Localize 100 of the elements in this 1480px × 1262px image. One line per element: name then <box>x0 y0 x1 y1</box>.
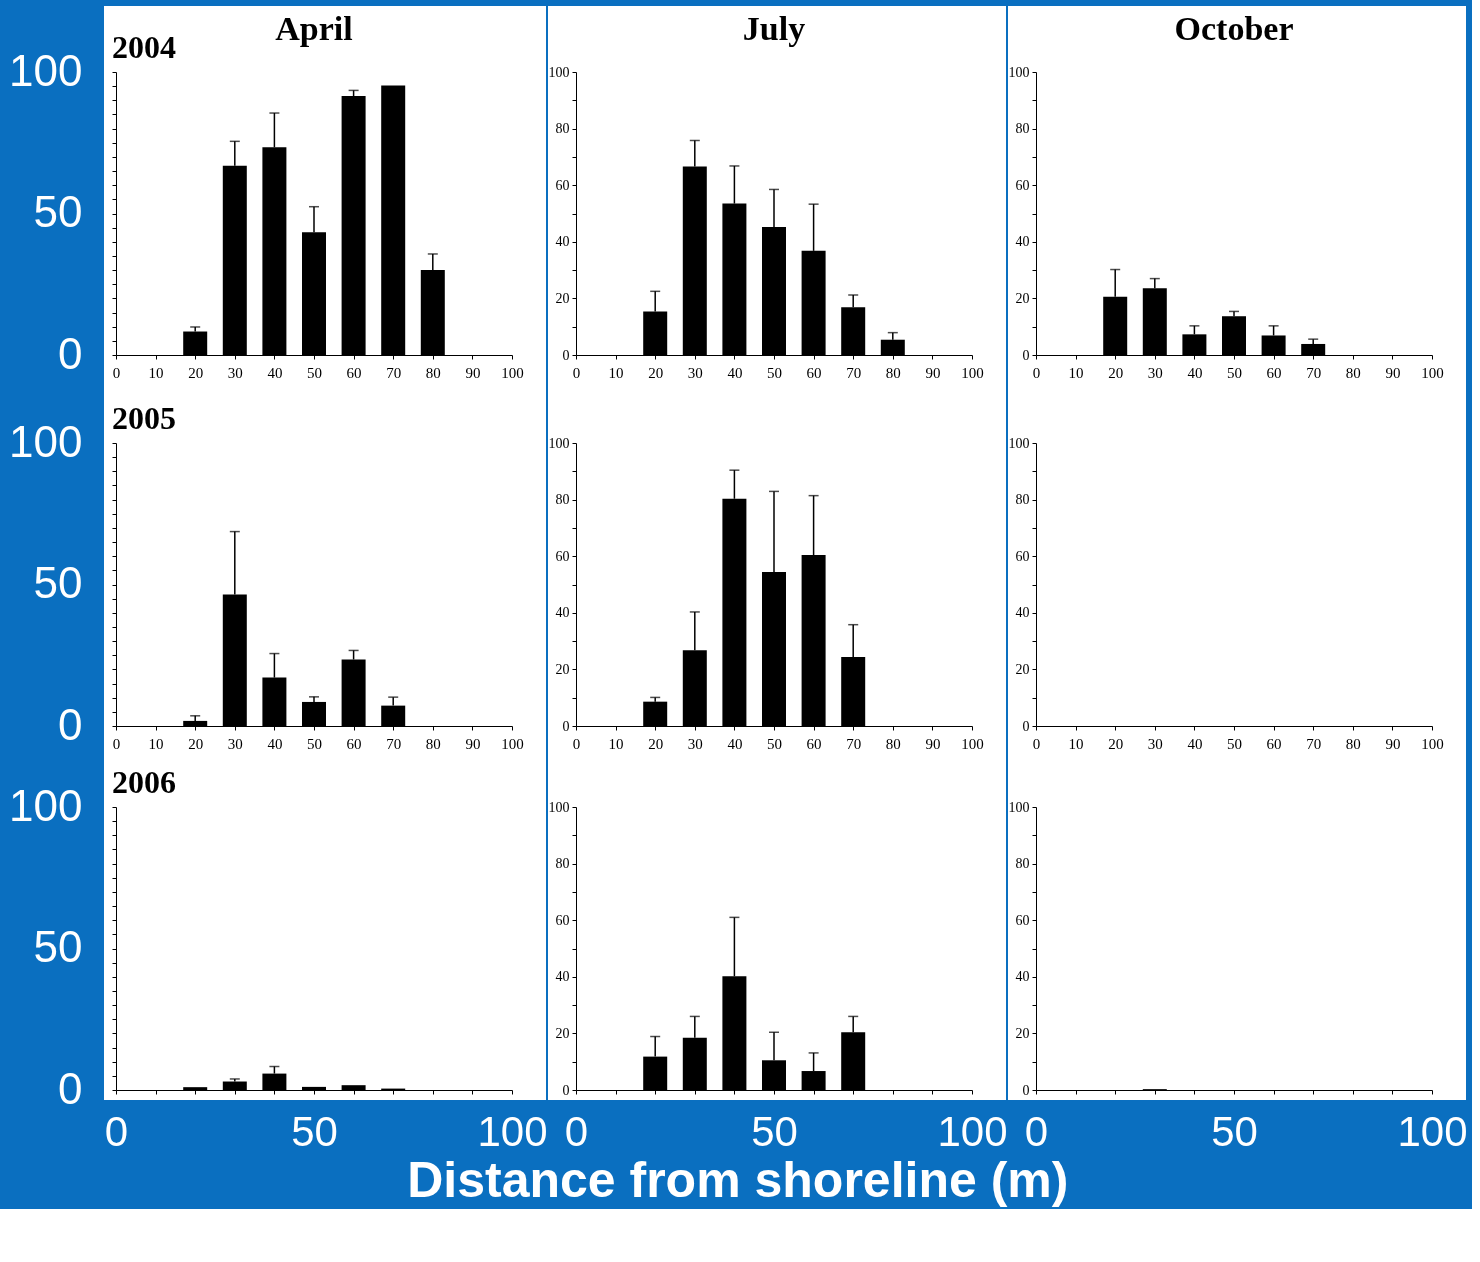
x-tick-label: 20 <box>188 735 204 752</box>
y-tick-label: 20 <box>555 1025 570 1041</box>
x-tick-label: 20 <box>648 364 664 381</box>
y-tick-label: 60 <box>1015 548 1030 564</box>
y-tick-label: 80 <box>555 492 570 508</box>
x-tick-label: 60 <box>346 735 362 752</box>
x-tick-label: 60 <box>1266 735 1282 752</box>
y-tick-label: 100 <box>548 64 570 80</box>
y-tick-label: 40 <box>555 969 570 985</box>
x-tick-label: 0 <box>112 364 121 381</box>
y-tick-label: 40 <box>1015 969 1030 985</box>
x-tick-label: 30 <box>227 735 243 752</box>
x-tick-label: 40 <box>727 364 743 381</box>
chart-title: July <box>742 10 806 47</box>
x-tick-label: 100 <box>1397 1107 1468 1155</box>
y-tick-label: 100 <box>1008 799 1030 815</box>
x-tick-label: 70 <box>1306 735 1322 752</box>
x-tick-label: 60 <box>806 735 822 752</box>
chart-title: April <box>275 10 353 47</box>
y-tick-label: 50 <box>33 187 83 236</box>
x-tick-label: 50 <box>291 1107 338 1155</box>
y-tick-label: 0 <box>562 1082 570 1098</box>
x-tick-label: 10 <box>148 735 164 752</box>
text: 2005 <box>112 400 176 436</box>
x-tick-label: 90 <box>465 364 481 381</box>
x-tick-label: 10 <box>1068 364 1084 381</box>
chart-title: October <box>1174 10 1294 47</box>
y-tick-label: 20 <box>1015 290 1030 306</box>
x-tick-label: 0 <box>104 1107 129 1155</box>
x-tick-label: 90 <box>1385 364 1401 381</box>
x-tick-label: 20 <box>648 735 664 752</box>
y-tick-label: 80 <box>1015 492 1030 508</box>
x-tick-label: 70 <box>846 735 862 752</box>
x-tick-label: 50 <box>307 735 322 752</box>
x-tick-label: 50 <box>1211 1107 1258 1155</box>
x-tick-label: 20 <box>1108 364 1124 381</box>
x-tick-label: 30 <box>1147 364 1163 381</box>
y-tick-label: 50 <box>33 558 83 607</box>
y-tick-label: 0 <box>58 1063 83 1113</box>
x-tick-label: 20 <box>1108 735 1124 752</box>
x-tick-label: 100 <box>501 735 524 752</box>
x-tick-label: 70 <box>846 364 862 381</box>
y-tick-label: 50 <box>33 922 83 971</box>
y-tick-label: 100 <box>9 45 83 95</box>
x-tick-label: 70 <box>386 735 402 752</box>
x-tick-label: 10 <box>1068 735 1084 752</box>
y-tick-label: 0 <box>562 718 570 734</box>
x-tick-label: 40 <box>1187 364 1203 381</box>
y-tick-label: 20 <box>555 661 570 677</box>
y-tick-label: 100 <box>9 416 83 466</box>
x-tick-label: 80 <box>1345 735 1361 752</box>
y-tick-label: 40 <box>1015 605 1030 621</box>
x-tick-label: 90 <box>465 735 481 752</box>
x-tick-label: 40 <box>727 735 743 752</box>
y-tick-label: 20 <box>1015 1025 1030 1041</box>
y-tick-label: 40 <box>555 234 570 250</box>
x-tick-label: 90 <box>1385 735 1401 752</box>
x-tick-label: 100 <box>961 735 984 752</box>
y-tick-label: 100 <box>1008 435 1030 451</box>
x-tick-label: 80 <box>885 735 901 752</box>
x-tick-label: 30 <box>687 364 703 381</box>
x-tick-label: 80 <box>885 364 901 381</box>
x-tick-label: 10 <box>608 364 624 381</box>
x-tick-label: 50 <box>1227 364 1242 381</box>
x-tick-label: 100 <box>501 364 524 381</box>
x-tick-label: 30 <box>1147 735 1163 752</box>
x-tick-label: 10 <box>148 364 164 381</box>
x-tick-label: 80 <box>425 735 441 752</box>
x-tick-label: 10 <box>608 735 624 752</box>
x-tick-label: 70 <box>1306 364 1322 381</box>
y-tick-label: 0 <box>1022 1082 1030 1098</box>
x-tick-label: 100 <box>1421 364 1444 381</box>
y-tick-label: 80 <box>555 121 570 137</box>
x-tick-label: 90 <box>925 364 941 381</box>
x-tick-label: 60 <box>1266 364 1282 381</box>
x-tick-label: 40 <box>267 364 283 381</box>
x-tick-label: 80 <box>1345 364 1361 381</box>
x-tick-label: 50 <box>1227 735 1242 752</box>
x-tick-label: 60 <box>806 364 822 381</box>
x-tick-label: 0 <box>112 735 121 752</box>
y-tick-label: 60 <box>1015 912 1030 928</box>
x-tick-label: 90 <box>925 735 941 752</box>
x-tick-label: 30 <box>687 735 703 752</box>
x-tick-label: 70 <box>386 364 402 381</box>
x-tick-label: 80 <box>425 364 441 381</box>
x-tick-label: 100 <box>961 364 984 381</box>
x-tick-label: 50 <box>767 735 782 752</box>
y-tick-label: 20 <box>1015 661 1030 677</box>
y-tick-label: 80 <box>1015 856 1030 872</box>
x-tick-label: 50 <box>307 364 322 381</box>
y-tick-label: 0 <box>1022 718 1030 734</box>
y-tick-label: 80 <box>555 856 570 872</box>
y-tick-label: 100 <box>9 780 83 830</box>
y-tick-label: 40 <box>1015 234 1030 250</box>
y-tick-label: 0 <box>562 347 570 363</box>
y-tick-label: 0 <box>1022 347 1030 363</box>
x-tick-label: 20 <box>188 364 204 381</box>
x-tick-label: 40 <box>1187 735 1203 752</box>
x-tick-label: 50 <box>767 364 782 381</box>
x-tick-label: 30 <box>227 364 243 381</box>
